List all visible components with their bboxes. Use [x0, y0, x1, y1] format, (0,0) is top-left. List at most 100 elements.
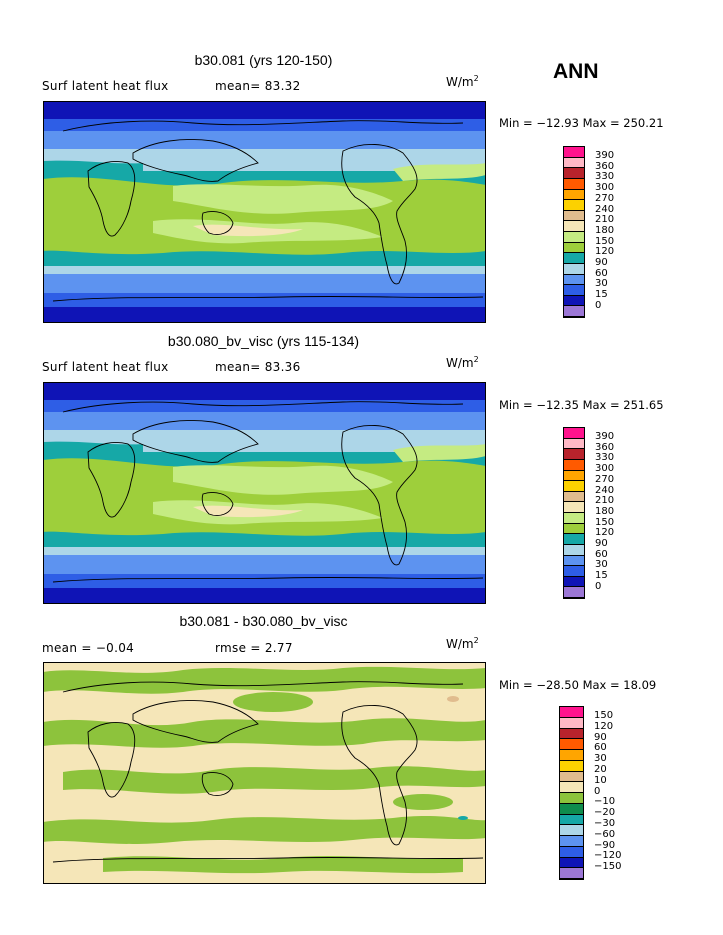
- cb3-swatch: [560, 782, 583, 793]
- cb3-label: 0: [594, 785, 601, 797]
- cb2-swatch: [564, 470, 584, 482]
- cb3-swatch: [560, 825, 583, 836]
- panel-3-map: [43, 662, 486, 884]
- cb1-label: 330: [595, 171, 615, 183]
- cb2-swatch: [564, 576, 584, 588]
- cb3-swatch: [560, 707, 583, 718]
- cb2-label: 330: [595, 452, 615, 464]
- cb1-label: 270: [595, 192, 615, 204]
- cb1-label: 150: [595, 235, 615, 247]
- cb1-swatch: [564, 157, 584, 169]
- cb1-swatch: [564, 200, 584, 211]
- cb3-swatch: [560, 771, 583, 783]
- cb1-swatch: [564, 178, 584, 190]
- cb1-swatch: [564, 263, 584, 275]
- cb1-label: 360: [595, 160, 615, 172]
- cb2-label: 15: [595, 570, 608, 582]
- cb1-swatch: [564, 274, 584, 286]
- cb2-swatch: [564, 566, 584, 577]
- panel-2-colorbar: 390 360 330 300 270 240 210 180 150 120 …: [563, 427, 614, 599]
- cb2-label: 300: [595, 463, 615, 475]
- cb3-label: 10: [594, 774, 607, 786]
- cb1-swatch: [564, 147, 584, 158]
- cb1-swatch: [564, 242, 584, 254]
- cb3-label: 60: [594, 742, 607, 754]
- cb1-label: 30: [595, 278, 608, 290]
- cb1-label: 240: [595, 203, 615, 215]
- cb3-swatch: [560, 836, 583, 847]
- cb1-swatch: [564, 221, 584, 232]
- cb1-swatch: [564, 210, 584, 222]
- panel-3-mean: mean = −0.04: [42, 641, 135, 655]
- cb3-label: 20: [594, 764, 607, 775]
- cb2-swatch: [564, 534, 584, 545]
- cb3-swatch: [560, 728, 583, 740]
- cb1-label: 90: [595, 257, 608, 268]
- panel-3-field: [43, 662, 486, 884]
- cb2-label: 240: [595, 484, 615, 496]
- cb1-label: 120: [595, 246, 615, 258]
- panel-1-colorbar: 390 360 330 300 270 240 210 180 150 120 …: [563, 146, 614, 318]
- cb2-label: 0: [595, 580, 602, 592]
- cb3-label: 90: [594, 731, 607, 743]
- cb2-swatch: [564, 438, 584, 450]
- panel-1-map: [43, 101, 486, 323]
- panel-3-coastlines: [52, 681, 484, 863]
- cb3-swatch: [560, 717, 583, 729]
- panel-3-unit: W/m2: [446, 636, 479, 651]
- cb1-label: 180: [595, 224, 615, 236]
- panel-3-title: b30.081 - b30.080_bv_visc: [179, 613, 348, 629]
- cb2-label: 90: [595, 538, 608, 549]
- cb3-swatch: [560, 739, 583, 750]
- cb3-label: 30: [594, 753, 607, 765]
- panel-1-unit: W/m2: [446, 74, 479, 89]
- cb1-swatch: [564, 189, 584, 201]
- cb2-label: 390: [595, 431, 615, 442]
- cb3-label: 120: [594, 720, 614, 732]
- cb1-swatch: [564, 285, 584, 296]
- cb2-swatch: [564, 502, 584, 513]
- season-label: ANN: [553, 60, 599, 83]
- cb2-label: 120: [595, 527, 615, 539]
- cb3-label: −90: [594, 839, 616, 851]
- cb3-swatch: [560, 760, 583, 772]
- cb2-swatch: [564, 459, 584, 471]
- cb3-swatch: [560, 814, 583, 826]
- cb1-swatch: [564, 168, 584, 179]
- panel-2-field: [43, 382, 486, 604]
- cb3-label: −20: [594, 807, 616, 819]
- cb2-label: 60: [595, 548, 608, 560]
- cb2-swatch: [564, 555, 584, 567]
- panel-2-map: [43, 382, 486, 604]
- cb2-swatch: [564, 587, 584, 598]
- cb1-swatch: [564, 232, 584, 243]
- panel-2-title: b30.080_bv_visc (yrs 115-134): [167, 333, 360, 349]
- panel-3-minmax: Min = −28.50 Max = 18.09: [499, 678, 657, 692]
- cb2-label: 360: [595, 441, 615, 453]
- cb1-label: 300: [595, 182, 615, 194]
- panel-1-coastlines: [52, 120, 484, 302]
- cb1-label: 15: [595, 289, 608, 301]
- cb1-swatch: [564, 295, 584, 307]
- cb3-label: −10: [594, 796, 616, 808]
- cb3-label: −60: [594, 828, 616, 840]
- cb2-swatch: [564, 513, 584, 524]
- panel-1-variable: Surf latent heat flux: [42, 79, 169, 93]
- cb1-swatch: [564, 306, 584, 317]
- panel-3-rmse: rmse = 2.77: [215, 641, 293, 655]
- cb1-swatch: [564, 253, 584, 264]
- panel-3-colorbar: 150 120 90 60 30 20 10 0 −10 −20 −30 −60…: [559, 706, 621, 880]
- panel-2-frame: [43, 382, 486, 604]
- cb2-label: 30: [595, 559, 608, 571]
- cb2-swatch: [564, 544, 584, 556]
- cb2-swatch: [564, 491, 584, 503]
- cb3-swatch: [560, 857, 583, 869]
- panel-3-frame: [43, 662, 486, 884]
- cb3-swatch: [560, 803, 583, 815]
- cb3-label: −150: [594, 861, 622, 873]
- cb3-label: −120: [594, 850, 622, 862]
- panel-2-unit: W/m2: [446, 355, 479, 370]
- cb3-swatch: [560, 793, 583, 804]
- cb2-label: 270: [595, 473, 615, 485]
- panel-1-field: [43, 101, 486, 323]
